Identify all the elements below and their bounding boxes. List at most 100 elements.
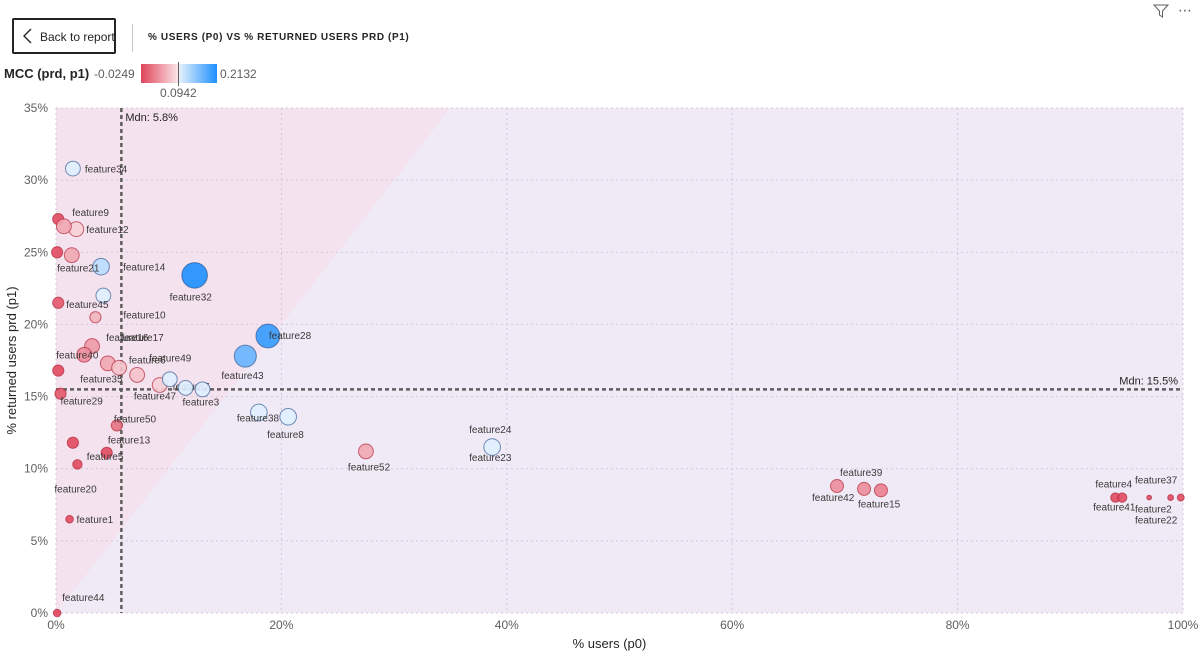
- x-tick-label: 60%: [720, 618, 744, 632]
- chevron-left-icon: [23, 28, 32, 44]
- x-tick-label: 0%: [47, 618, 65, 632]
- y-tick-label: 30%: [24, 173, 48, 187]
- y-axis-title: % returned users prd (p1): [4, 286, 19, 434]
- data-point-feature10[interactable]: [95, 287, 112, 304]
- data-point-feature24[interactable]: [483, 438, 501, 456]
- data-point-feature18[interactable]: [63, 247, 80, 264]
- data-point-feature34[interactable]: [65, 160, 81, 177]
- point-label-feature17: feature17: [121, 333, 164, 344]
- point-label-feature14: feature14: [123, 263, 166, 274]
- y-tick-label: 5%: [31, 534, 49, 548]
- y-tick-label: 25%: [24, 245, 48, 259]
- y-tick-label: 10%: [24, 462, 48, 476]
- data-point-feature42[interactable]: [830, 479, 845, 494]
- point-label-feature13: feature13: [108, 436, 151, 447]
- data-point-feature33[interactable]: [177, 380, 194, 396]
- chart-title: % USERS (P0) VS % RETURNED USERS PRD (P1…: [148, 32, 410, 43]
- data-point-feature11[interactable]: [55, 218, 72, 235]
- point-label-feature10: feature10: [123, 311, 166, 322]
- y-tick-label: 20%: [24, 317, 48, 331]
- legend-mid-marker: [178, 62, 179, 86]
- point-label-feature23: feature23: [469, 453, 512, 464]
- data-point-feature45[interactable]: [52, 296, 65, 309]
- data-point-feature22[interactable]: [1176, 493, 1185, 502]
- filter-icon[interactable]: [1153, 4, 1169, 18]
- y-tick-label: 15%: [24, 390, 48, 404]
- median-x-label: Mdn: 5.8%: [125, 112, 178, 124]
- point-label-feature29: feature29: [61, 397, 104, 408]
- point-label-feature41: feature41: [1093, 503, 1136, 514]
- y-tick-label: 0%: [31, 606, 49, 620]
- point-label-feature4: feature4: [1095, 480, 1132, 491]
- point-label-feature34: feature34: [85, 165, 128, 176]
- data-point-feature3[interactable]: [194, 381, 211, 398]
- header-divider: [132, 24, 133, 52]
- data-point-feature35[interactable]: [52, 364, 65, 377]
- data-point-feature41[interactable]: [1116, 492, 1128, 503]
- data-point-feature50[interactable]: [110, 419, 123, 432]
- x-tick-label: 100%: [1168, 618, 1199, 632]
- point-label-feature9: feature9: [72, 208, 109, 219]
- scatter-chart: 0% 20% 40% 60% 80% 100% 0% 5% 10% 15% 20% 25% 30% 35%…: [4, 101, 1199, 651]
- data-point-feature29[interactable]: [54, 387, 67, 400]
- point-label-feature2: feature2: [1135, 505, 1172, 516]
- point-label-feature49: feature49: [149, 354, 192, 365]
- data-point-feature32[interactable]: [181, 262, 208, 289]
- point-label-feature45: feature45: [66, 300, 109, 311]
- data-point-feature30[interactable]: [129, 367, 146, 383]
- back-to-report-button[interactable]: Back to report: [12, 18, 116, 54]
- point-label-feature50: feature50: [114, 414, 157, 425]
- data-point-feature38[interactable]: [250, 403, 268, 422]
- data-point-feature39[interactable]: [857, 481, 872, 496]
- point-label-feature42: feature42: [812, 493, 855, 504]
- median-y-label: Mdn: 15.5%: [1119, 375, 1178, 387]
- more-options-icon[interactable]: ⋯: [1178, 2, 1193, 18]
- x-tick-label: 80%: [946, 618, 970, 632]
- y-tick-label: 35%: [24, 101, 48, 115]
- data-point-feature43[interactable]: [233, 344, 257, 368]
- data-point-feature28[interactable]: [255, 323, 281, 349]
- point-label-feature16: feature16: [106, 333, 149, 344]
- point-label-feature6: feature6: [129, 355, 166, 366]
- point-label-feature5: feature5: [87, 452, 124, 463]
- point-label-feature28: feature28: [269, 331, 312, 342]
- visual-header: Back to report % USERS (P0) VS % RETURNE…: [0, 0, 1200, 60]
- point-label-feature35: feature35: [80, 375, 123, 386]
- data-point-feature44[interactable]: [52, 608, 62, 618]
- data-point-feature17[interactable]: [89, 311, 102, 324]
- point-label-feature8: feature8: [267, 430, 304, 441]
- data-point-feature40[interactable]: [76, 346, 93, 363]
- point-label-feature47: feature47: [134, 391, 177, 402]
- point-label-feature3: feature3: [183, 397, 220, 408]
- data-point-feature37[interactable]: [1167, 494, 1175, 501]
- point-label-feature12: feature12: [86, 225, 129, 236]
- point-label-feature52: feature52: [348, 462, 391, 473]
- point-label-feature39: feature39: [840, 468, 883, 479]
- point-label-feature15: feature15: [858, 499, 901, 510]
- x-tick-label: 20%: [269, 618, 293, 632]
- data-point-feature15[interactable]: [873, 483, 888, 498]
- point-label-feature37: feature37: [1135, 476, 1178, 487]
- x-axis-title: % users (p0): [573, 636, 647, 651]
- data-point-feature47[interactable]: [161, 371, 178, 388]
- data-point-feature49[interactable]: [111, 359, 128, 376]
- legend-gradient: [141, 64, 217, 83]
- data-point-feature52[interactable]: [358, 443, 374, 460]
- legend-label: MCC (prd, p1): [4, 66, 90, 81]
- legend-mid-value: 0.0942: [160, 86, 197, 100]
- point-label-feature21: feature21: [57, 263, 100, 274]
- point-label-feature24: feature24: [469, 425, 512, 436]
- point-label-feature1: feature1: [77, 515, 114, 526]
- legend-max-value: 0.2132: [220, 67, 257, 81]
- data-point-feature21[interactable]: [51, 246, 64, 259]
- data-point-feature1[interactable]: [65, 514, 74, 524]
- data-point-feature14[interactable]: [92, 257, 110, 276]
- data-point-feature2[interactable]: [1146, 494, 1153, 501]
- data-point-feature13[interactable]: [66, 436, 80, 449]
- data-point-feature8[interactable]: [279, 407, 297, 426]
- point-label-feature20: feature20: [54, 484, 97, 495]
- data-point-feature5[interactable]: [100, 446, 113, 459]
- data-point-feature20[interactable]: [72, 459, 83, 470]
- point-label-feature32: feature32: [170, 292, 213, 303]
- point-label-feature44: feature44: [62, 593, 105, 604]
